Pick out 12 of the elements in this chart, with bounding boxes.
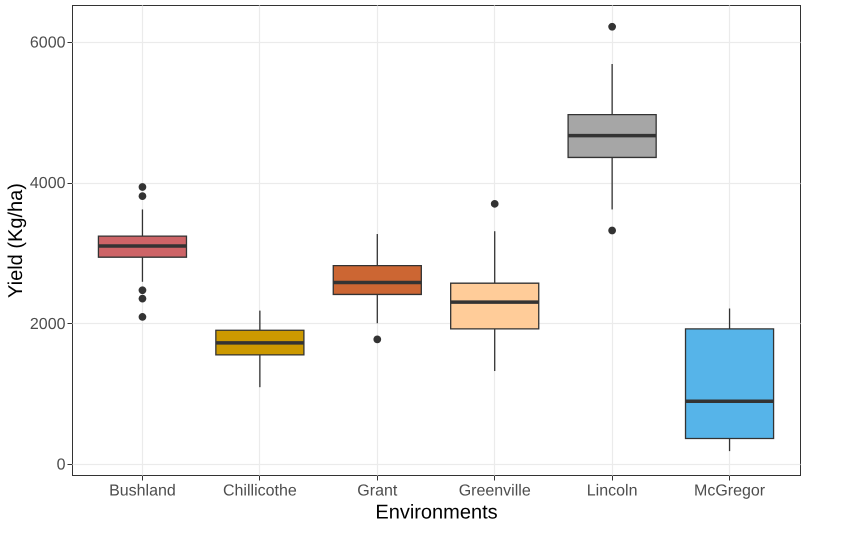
x-tick-label: Greenville <box>458 482 531 500</box>
x-tick-label: McGregor <box>694 482 766 500</box>
y-tick-label: 4000 <box>30 175 66 192</box>
x-tick-label: Grant <box>357 482 398 500</box>
x-tick-label: Lincoln <box>586 482 638 500</box>
x-tick-label: Chillicothe <box>222 482 297 500</box>
y-axis-title: Yield (Kg/ha) <box>4 183 27 298</box>
x-tick-label: Bushland <box>109 482 176 500</box>
y-tick-label: 0 <box>56 456 66 474</box>
x-axis-title: Environments <box>375 502 498 524</box>
y-tick-label: 2000 <box>30 316 66 333</box>
y-tick-label: 6000 <box>30 34 66 52</box>
